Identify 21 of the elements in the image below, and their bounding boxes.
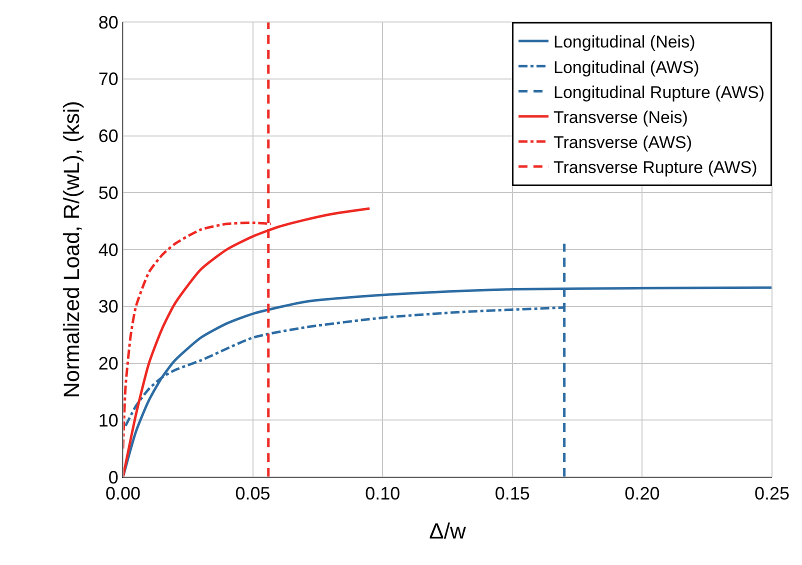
y-tick-label: 40 (98, 240, 118, 260)
y-tick-label: 80 (98, 12, 118, 32)
x-tick-label: 0.25 (754, 484, 790, 504)
y-axis-title: Normalized Load, R/(wL), (ksi) (59, 100, 84, 398)
y-tick-label: 70 (98, 69, 118, 90)
legend-label: Transverse (Neis) (554, 108, 688, 127)
x-tick-label: 0.15 (494, 484, 530, 504)
y-tick-label: 60 (98, 126, 118, 146)
legend-label: Transverse Rupture (AWS) (554, 158, 758, 178)
x-axis-title: Δ/w (429, 518, 466, 544)
y-tick-label: 20 (98, 354, 118, 374)
x-tick-label: 0.10 (365, 484, 400, 504)
legend-label: Longitudinal (AWS) (554, 58, 700, 77)
y-tick-label: 30 (98, 296, 118, 317)
legend-label: Transverse (AWS) (554, 133, 692, 152)
legend-label: Longitudinal (Neis) (554, 32, 696, 52)
x-tick-label: 0.20 (624, 484, 660, 504)
y-tick-label: 50 (98, 182, 118, 203)
y-tick-label: 10 (98, 410, 118, 430)
legend-label: Longitudinal Rupture (AWS) (554, 82, 765, 102)
x-tick-label: 0.05 (235, 484, 270, 504)
